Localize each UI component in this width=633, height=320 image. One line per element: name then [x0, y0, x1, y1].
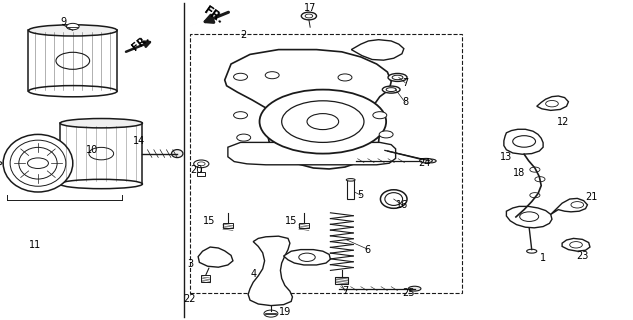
- Ellipse shape: [380, 190, 407, 208]
- Ellipse shape: [425, 159, 436, 163]
- Polygon shape: [351, 40, 404, 60]
- Text: 15: 15: [285, 216, 298, 226]
- Ellipse shape: [0, 161, 2, 165]
- Ellipse shape: [28, 25, 117, 36]
- Bar: [60, 123, 142, 184]
- Text: 17: 17: [304, 3, 316, 13]
- Ellipse shape: [382, 86, 400, 93]
- Text: FR.: FR.: [201, 4, 227, 27]
- Polygon shape: [284, 250, 330, 265]
- Text: 23: 23: [576, 251, 589, 261]
- Circle shape: [379, 131, 393, 138]
- Ellipse shape: [527, 249, 537, 253]
- Circle shape: [89, 147, 114, 160]
- Polygon shape: [551, 198, 587, 214]
- Text: 19: 19: [279, 307, 291, 317]
- Polygon shape: [504, 129, 543, 154]
- Text: 13: 13: [500, 152, 513, 162]
- Ellipse shape: [388, 73, 407, 81]
- Polygon shape: [228, 142, 396, 165]
- Bar: [299, 223, 309, 228]
- Circle shape: [373, 112, 387, 119]
- Circle shape: [28, 158, 48, 168]
- Text: 9: 9: [60, 17, 66, 28]
- Circle shape: [530, 167, 540, 172]
- Text: 15: 15: [203, 216, 215, 226]
- Ellipse shape: [346, 179, 355, 181]
- Text: 22: 22: [184, 294, 196, 304]
- Polygon shape: [248, 236, 292, 306]
- Circle shape: [260, 90, 386, 154]
- Text: 3: 3: [187, 259, 193, 269]
- Circle shape: [234, 73, 248, 80]
- Polygon shape: [537, 96, 568, 110]
- Text: 11: 11: [28, 240, 41, 250]
- Text: 18: 18: [513, 168, 525, 178]
- Polygon shape: [225, 50, 391, 169]
- Polygon shape: [562, 238, 590, 251]
- Text: 14: 14: [133, 136, 146, 146]
- Ellipse shape: [60, 118, 142, 128]
- Bar: [347, 180, 354, 199]
- Circle shape: [535, 177, 545, 182]
- Circle shape: [66, 23, 79, 30]
- Text: 7: 7: [342, 286, 348, 296]
- Ellipse shape: [408, 286, 421, 291]
- Circle shape: [194, 160, 209, 168]
- Text: FR.: FR.: [130, 32, 151, 52]
- Ellipse shape: [60, 179, 142, 189]
- Text: 20: 20: [190, 164, 203, 175]
- Text: 5: 5: [358, 190, 364, 200]
- Text: 1: 1: [540, 252, 546, 263]
- Text: 21: 21: [586, 192, 598, 202]
- Circle shape: [307, 114, 339, 130]
- Ellipse shape: [172, 149, 183, 157]
- Circle shape: [265, 72, 279, 79]
- Text: 8: 8: [402, 97, 408, 108]
- Bar: [28, 30, 117, 91]
- Bar: [335, 277, 348, 284]
- Circle shape: [264, 310, 278, 317]
- Circle shape: [237, 134, 251, 141]
- Text: 2: 2: [241, 30, 247, 40]
- Text: 10: 10: [85, 145, 98, 156]
- Circle shape: [338, 74, 352, 81]
- Bar: [190, 34, 462, 293]
- Ellipse shape: [420, 158, 432, 163]
- Circle shape: [530, 193, 540, 198]
- Text: 24: 24: [418, 158, 430, 168]
- Ellipse shape: [28, 85, 117, 97]
- Circle shape: [56, 52, 90, 69]
- Text: 7: 7: [402, 78, 408, 88]
- Bar: [197, 172, 205, 176]
- Polygon shape: [506, 206, 552, 228]
- Ellipse shape: [3, 134, 73, 192]
- Text: 4: 4: [250, 268, 256, 279]
- Text: 16: 16: [396, 200, 408, 210]
- Text: 6: 6: [364, 244, 370, 255]
- Text: 25: 25: [402, 288, 415, 298]
- Text: 12: 12: [557, 116, 570, 127]
- Circle shape: [234, 112, 248, 119]
- Bar: [223, 223, 233, 228]
- Polygon shape: [198, 247, 233, 267]
- Bar: [201, 275, 210, 282]
